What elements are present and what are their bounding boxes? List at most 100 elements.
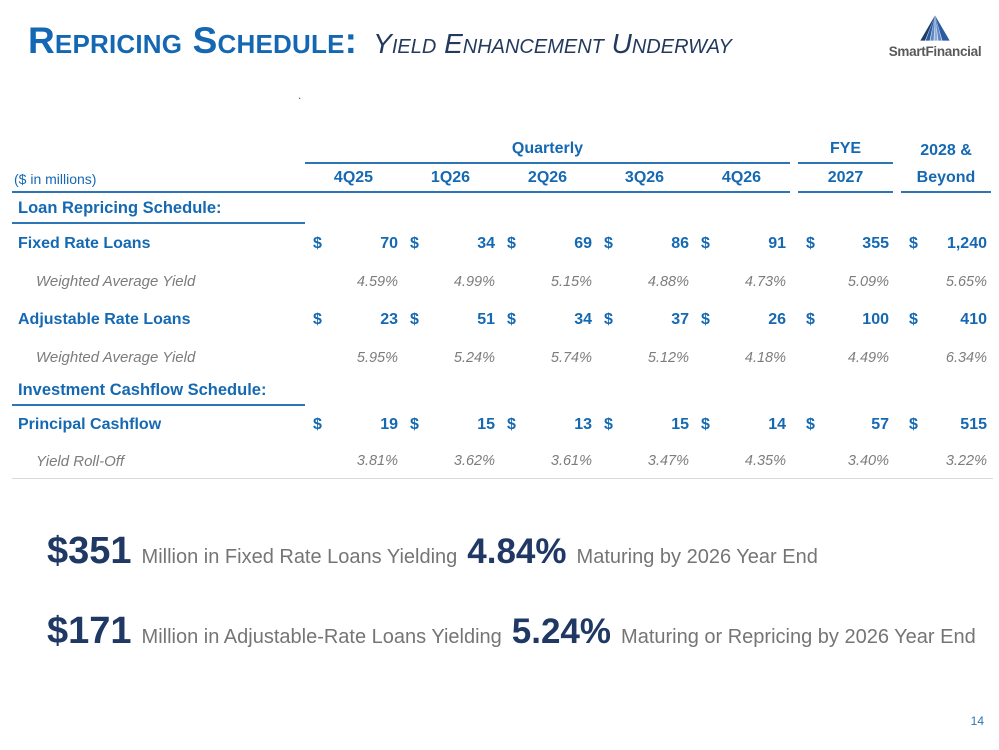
col-header-1q26: 1Q26 [402,164,499,193]
money-cell: $69 [499,224,596,263]
col-header-beyond: Beyond [901,164,991,193]
yield-cell: 4.18% [744,349,786,366]
stray-period: . [298,88,302,102]
yield-cell: 5.24% [453,349,495,366]
yield-cell: 3.40% [847,453,889,469]
column-gap [893,263,901,300]
table-group-header-row: Quarterly FYE 2028 & [12,135,991,164]
column-gap [790,339,798,376]
money-cell: $100 [798,300,893,339]
currency-symbol: $ [806,310,815,328]
money-cell: $14 [693,406,790,444]
callout-adjustable-rate: $171 Million in Adjustable-Rate Loans Yi… [47,610,976,653]
empty-corner-cell [12,135,305,164]
callout-rate: 5.24% [511,612,612,651]
money-cell: $23 [305,300,402,339]
currency-symbol: $ [313,234,322,252]
cell-value: 91 [768,234,786,252]
yield-cell: 3.62% [453,453,495,469]
money-cell: $57 [798,406,893,444]
yield-cell: 5.74% [550,349,592,366]
page-title: Repricing Schedule: [28,20,358,61]
cell-value: 51 [477,310,495,328]
currency-symbol: $ [701,310,710,328]
row-label: Adjustable Rate Loans [18,310,191,328]
callout-text: Maturing by 2026 Year End [576,546,818,568]
brand-logo: SmartFinancial [883,13,987,59]
logo-text: SmartFinancial [888,44,982,59]
cell-value: 355 [862,234,889,252]
column-gap [893,300,901,339]
callout-amount: $351 [47,530,132,572]
money-cell: $15 [596,406,693,444]
yield-cell: 4.73% [744,273,786,290]
slide-header: Repricing Schedule: Yield Enhancement Un… [28,20,732,62]
table-section-row: Loan Repricing Schedule: [12,193,991,224]
money-cell: $355 [798,224,893,263]
cell-value: 37 [671,310,689,328]
yield-cell: 4.99% [453,273,495,290]
currency-symbol: $ [806,416,815,433]
col-header-2027: 2027 [798,164,893,193]
currency-symbol: $ [410,416,419,433]
row-label: Yield Roll-Off [36,452,125,470]
table-row-fixed-rate-loans: Fixed Rate Loans $70 $34 $69 $86 $91 $35… [12,224,991,263]
currency-symbol: $ [701,416,710,433]
column-gap [790,444,798,478]
money-cell: $86 [596,224,693,263]
column-gap [790,164,798,193]
yield-cell: 4.59% [356,273,398,290]
group-header-beyond: 2028 & [920,142,972,159]
yield-cell: 6.34% [945,349,987,366]
yield-cell: 3.61% [550,453,592,469]
currency-symbol: $ [507,310,516,328]
cell-value: 15 [477,416,495,433]
column-gap [790,224,798,263]
table-row-weighted-average-yield-adjustable: Weighted Average Yield 5.95% 5.24% 5.74%… [12,339,991,376]
col-header-3q26: 3Q26 [596,164,693,193]
currency-symbol: $ [909,234,918,252]
section-label-investment-cashflow: Investment Cashflow Schedule: [12,376,305,406]
yield-cell: 5.15% [550,273,592,290]
cell-value: 26 [768,310,786,328]
row-label: Principal Cashflow [18,416,162,433]
repricing-table: Quarterly FYE 2028 & ($ in millions) 4Q2… [12,135,991,478]
money-cell: $26 [693,300,790,339]
money-cell: $34 [499,300,596,339]
currency-symbol: $ [806,234,815,252]
cell-value: 100 [862,310,889,328]
pyramid-logo-icon [920,15,950,41]
cell-value: 23 [380,310,398,328]
row-label: Fixed Rate Loans [18,234,151,252]
table-section-row: Investment Cashflow Schedule: [12,376,991,406]
column-gap [893,406,901,444]
callout-text: Million in Adjustable-Rate Loans Yieldin… [141,626,502,648]
currency-symbol: $ [410,310,419,328]
money-cell: $51 [402,300,499,339]
money-cell: $19 [305,406,402,444]
group-header-quarterly: Quarterly [305,135,790,164]
row-label: Weighted Average Yield [36,273,196,290]
currency-symbol: $ [313,416,322,433]
col-header-4q25: 4Q25 [305,164,402,193]
yield-cell: 4.35% [744,453,786,469]
callout-amount: $171 [47,610,132,652]
group-header-fye: FYE [798,135,893,164]
money-cell: $515 [901,406,991,444]
money-cell: $13 [499,406,596,444]
cell-value: 34 [477,234,495,252]
table-row-principal-cashflow: Principal Cashflow $19 $15 $13 $15 $14 $… [12,406,991,444]
currency-symbol: $ [701,234,710,252]
yield-cell: 3.47% [647,453,689,469]
column-gap [790,135,798,164]
currency-symbol: $ [313,310,322,328]
column-gap [790,300,798,339]
currency-symbol: $ [909,310,918,328]
currency-symbol: $ [507,416,516,433]
column-gap [790,263,798,300]
callout-text: Million in Fixed Rate Loans Yielding [141,546,458,568]
yield-cell: 4.49% [847,349,889,366]
money-cell: $15 [402,406,499,444]
yield-cell: 3.22% [945,453,987,469]
cell-value: 34 [574,310,592,328]
